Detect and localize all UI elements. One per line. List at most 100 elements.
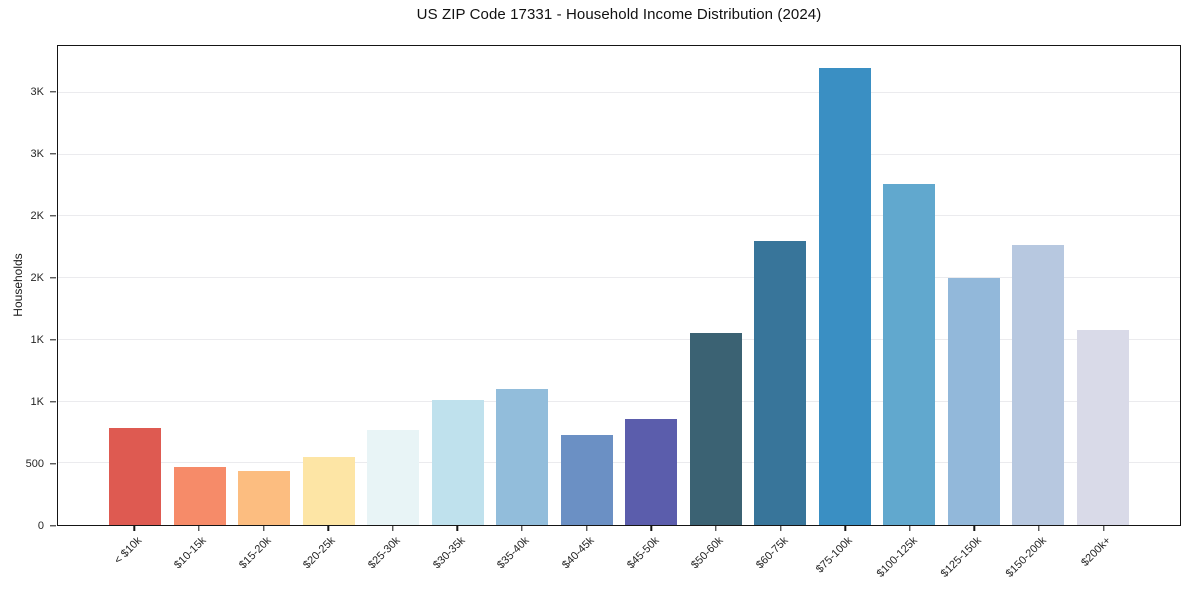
x-tick-mark-6 [521,526,523,531]
x-tick-label-$125-150k: $125-150k [939,534,985,580]
x-slot-13: $125-150k [939,526,1007,590]
bar-$125-150k [947,278,1000,525]
x-slot-14: $150-200k [1004,526,1072,590]
bar-$150-200k [1012,245,1065,525]
x-tick-label-$35-40k: $35-40k [495,534,532,572]
bar-$60-75k [754,241,807,525]
x-tick-mark-4 [392,526,394,531]
bar-slot-13 [942,46,1007,525]
y-tick-label-3500: 3K [30,86,44,99]
x-slot-1: $10-15k [167,526,232,590]
y-tick-mark-3000 [50,153,56,155]
bar-slot-10 [748,46,813,525]
x-tick-mark-1 [198,526,200,531]
y-tick-mark-3500 [50,91,56,93]
gridline-2000 [58,277,1180,279]
x-tick-label-$100-125k: $100-125k [874,534,920,580]
bar-< $10k [109,428,162,525]
x-tick-label-$30-35k: $30-35k [430,534,468,572]
y-tick-label-0: 0 [37,520,44,532]
x-slot-5: $30-35k [425,526,490,590]
x-slot-10: $60-75k [748,526,813,590]
bar-series [58,46,1180,525]
x-tick-label-$15-20k: $15-20k [236,534,274,572]
x-slot-3: $20-25k [296,526,361,590]
y-tick-label-1000: 1K [30,396,44,409]
x-tick-label-$40-45k: $40-45k [559,534,597,572]
x-tick-mark-3 [327,526,329,531]
x-tick-mark-10 [779,526,782,531]
bar-$25-30k [367,429,420,525]
y-axis: 0 500 1K 1K 2K 2K 3K 3K [0,45,57,532]
bar-slot-2 [232,46,297,525]
gridline-2500 [58,215,1180,217]
x-slot-8: $45-50k [619,526,684,590]
x-tick-label-$20-25k: $20-25k [301,534,339,572]
x-slot-12: $100-125k [874,526,943,590]
x-tick-label-$10-15k: $10-15k [172,534,209,572]
y-tick-mark-1500 [50,339,56,341]
y-tick-label-2500: 2K [30,210,44,223]
bar-slot-7 [555,46,620,525]
bar-$35-40k [496,389,549,525]
gridline-3000 [58,153,1180,155]
bar-slot-3 [297,46,362,525]
x-tick-mark-5 [456,526,459,531]
bar-slot-12 [877,46,942,525]
bar-slot-9 [684,46,749,525]
x-slot-4: $25-30k [361,526,426,590]
x-tick-label-$75-100k: $75-100k [814,534,856,576]
x-tick-mark-7 [585,526,588,531]
x-slot-0: < $10k [102,526,167,590]
x-tick-mark-0 [133,526,136,531]
y-tick-label-500: 500 [25,458,44,470]
x-slot-11: $75-100k [813,526,878,590]
bar-$100-125k [883,184,936,525]
x-tick-mark-12 [909,526,911,531]
x-tick-mark-8 [650,526,653,531]
bar-$15-20k [238,470,291,525]
y-tick-mark-0 [50,525,56,527]
bar-slot-11 [813,46,878,525]
y-tick-mark-2500 [50,215,56,217]
bar-$40-45k [560,434,613,525]
bar-slot-5 [426,46,491,525]
gridline-500 [58,462,1180,464]
x-tick-mark-14 [1038,526,1040,531]
bar-slot-8 [619,46,684,525]
y-tick-label-3000: 3K [30,148,44,161]
x-tick-label-$50-60k: $50-60k [689,534,726,572]
chart-title: US ZIP Code 17331 - Household Income Dis… [416,6,822,23]
gridline-1000 [58,400,1180,402]
x-tick-mark-2 [262,526,265,531]
gridline-3500 [58,91,1180,93]
x-tick-label-< $10k: < $10k [112,534,145,567]
bar-slot-1 [168,46,233,525]
x-slot-2: $15-20k [231,526,296,590]
gridline-1500 [58,338,1180,340]
bar-slot-4 [361,46,426,525]
bar-$50-60k [689,333,742,525]
bar-slot-15 [1071,46,1136,525]
bar-$200k+ [1076,329,1129,525]
x-slot-9: $50-60k [684,526,749,590]
bar-slot-14 [1006,46,1071,525]
x-slot-7: $40-45k [554,526,619,590]
x-slot-15: $200k+ [1071,526,1136,590]
y-tick-label-2000: 2K [30,272,44,285]
bar-$30-35k [431,400,484,525]
x-tick-mark-9 [715,526,717,531]
x-tick-label-$45-50k: $45-50k [624,534,662,572]
x-tick-label-$25-30k: $25-30k [366,534,403,572]
x-tick-label-$200k+: $200k+ [1079,534,1114,569]
y-tick-mark-2000 [50,277,56,279]
x-tick-mark-13 [973,526,976,531]
bar-$75-100k [818,68,871,525]
bar-slot-6 [490,46,555,525]
bar-slot-0 [103,46,168,525]
bar-$10-15k [173,466,226,525]
y-tick-mark-500 [50,463,56,465]
y-tick-label-1500: 1K [30,334,44,347]
x-axis: < $10k $10-15k $15-20k $20-25k $25-30k $30-35… [57,526,1181,590]
